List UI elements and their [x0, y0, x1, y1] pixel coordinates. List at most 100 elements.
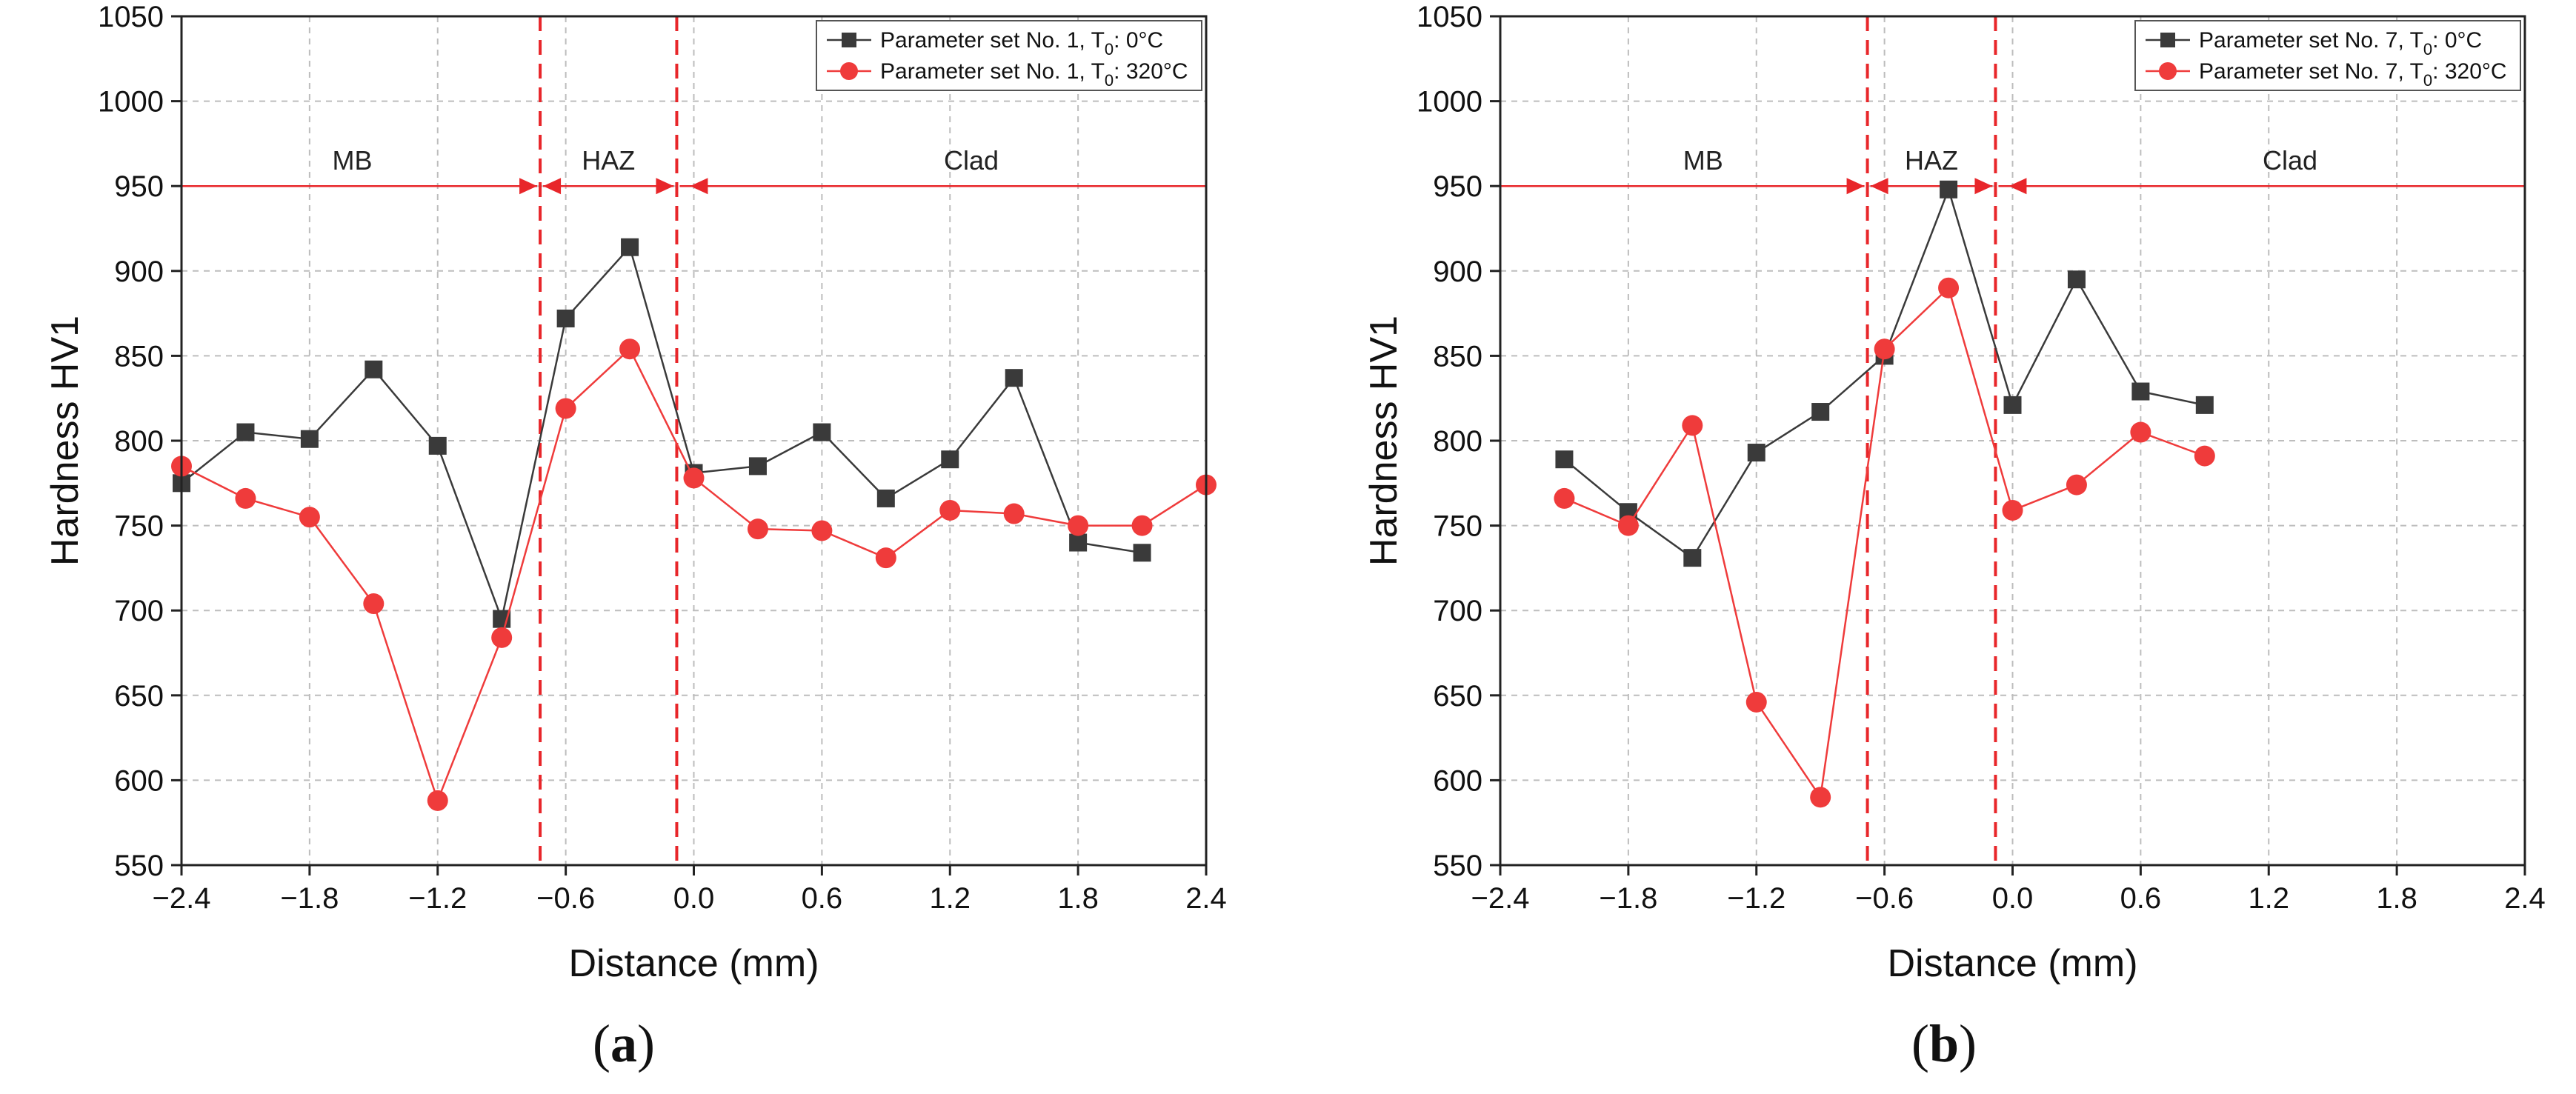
data-point-circle — [683, 467, 705, 489]
y-tick-label: 950 — [1433, 170, 1482, 203]
zone-label-mb: MB — [333, 145, 373, 176]
data-point-circle — [1682, 415, 1703, 436]
y-tick-label: 1050 — [1417, 1, 1482, 33]
data-point-circle — [1068, 515, 1089, 536]
y-tick-label: 850 — [1433, 340, 1482, 373]
data-point-circle — [1810, 787, 1831, 808]
data-point-square — [300, 430, 319, 448]
y-tick-label: 650 — [1433, 680, 1482, 713]
panel-label-a: (a) — [593, 1014, 655, 1073]
data-point-square — [236, 423, 255, 441]
data-point-square — [556, 309, 575, 327]
data-point-square — [1811, 403, 1830, 421]
data-point-square — [748, 457, 767, 476]
x-tick-label: −1.8 — [1599, 882, 1657, 915]
x-axis-title: Distance (mm) — [1887, 942, 2137, 985]
y-tick-label: 1050 — [98, 1, 164, 33]
data-point-circle — [875, 547, 896, 569]
data-point-square — [813, 423, 831, 441]
zone-arrow — [2008, 178, 2027, 195]
data-point-circle — [235, 487, 256, 509]
y-tick-label: 600 — [1433, 764, 1482, 797]
data-point-circle — [2066, 474, 2087, 496]
data-point-circle — [363, 593, 385, 615]
y-tick-label: 900 — [114, 256, 164, 288]
data-point-square — [2067, 270, 2086, 289]
x-tick-label: −0.6 — [1855, 882, 1914, 915]
zone-arrow — [1974, 178, 1993, 195]
data-point-circle — [299, 507, 320, 528]
zone-label-clad: Clad — [2263, 145, 2317, 176]
x-tick-label: 2.4 — [2504, 882, 2546, 915]
x-tick-label: 0.6 — [802, 882, 843, 915]
x-tick-label: −1.2 — [408, 882, 467, 915]
y-tick-label: 800 — [1433, 425, 1482, 458]
panel-label-b: (b) — [1911, 1014, 1977, 1073]
data-point-square — [1133, 544, 1151, 562]
x-tick-label: −1.8 — [280, 882, 339, 915]
y-tick-label: 700 — [114, 595, 164, 627]
data-point-square — [1069, 533, 1088, 552]
x-tick-label: 1.2 — [2248, 882, 2289, 915]
x-tick-label: 0.0 — [1992, 882, 2034, 915]
data-point-circle — [427, 790, 448, 811]
data-point-circle — [491, 627, 513, 648]
x-tick-label: −0.6 — [536, 882, 595, 915]
data-point-circle — [747, 518, 768, 540]
zone-arrow — [1846, 178, 1865, 195]
x-tick-label: 2.4 — [1185, 882, 1227, 915]
y-axis-title: Hardness HV1 — [44, 316, 87, 566]
data-point-circle — [2002, 499, 2023, 521]
zone-label-haz: HAZ — [582, 145, 635, 176]
y-tick-label: 850 — [114, 340, 164, 373]
data-point-circle — [1938, 277, 1960, 298]
y-tick-label: 600 — [114, 764, 164, 797]
data-point-square — [1747, 444, 1765, 462]
data-point-circle — [1617, 515, 1639, 536]
data-point-square — [2003, 396, 2022, 414]
zone-label-clad: Clad — [944, 145, 999, 176]
x-tick-label: −2.4 — [1471, 882, 1530, 915]
zone-arrow — [1870, 178, 1888, 195]
y-tick-label: 650 — [114, 680, 164, 713]
legend-marker-circle — [2159, 62, 2177, 80]
data-point-square — [2195, 396, 2214, 414]
data-point-square — [1683, 549, 1702, 567]
data-point-circle — [2130, 421, 2151, 443]
data-point-square — [1005, 369, 1023, 387]
legend-marker-square — [2160, 33, 2175, 47]
data-point-circle — [1554, 487, 1575, 509]
x-tick-label: 1.8 — [1057, 882, 1099, 915]
chart-panel-b: MB HAZ Clad −2.4 −1.8 −1.2 −0.6 0.0 0.6 1.2 1.8 2.4… — [1362, 1, 2546, 985]
x-tick-label: −1.2 — [1727, 882, 1785, 915]
data-point-circle — [811, 520, 833, 541]
data-point-square — [941, 450, 959, 469]
data-point-circle — [1745, 691, 1767, 713]
zone-arrow — [656, 178, 674, 195]
data-point-square — [428, 436, 447, 455]
zone-arrow — [519, 178, 538, 195]
zone-arrow — [690, 178, 708, 195]
y-tick-label: 750 — [114, 510, 164, 543]
zone-label-haz: HAZ — [1905, 145, 1958, 176]
data-point-circle — [1874, 338, 1895, 360]
y-tick-label: 700 — [1433, 595, 1482, 627]
chart-panel-a: MB HAZ Clad −2.4 −1.8 −1.2 −0.6 0.0 0.6 1.2 1.8 2.4… — [44, 1, 1227, 985]
data-point-circle — [555, 398, 576, 419]
legend-marker-circle — [840, 62, 858, 80]
data-point-square — [1940, 180, 1958, 199]
data-point-circle — [2194, 445, 2215, 467]
x-tick-label: 0.0 — [673, 882, 715, 915]
y-tick-label: 800 — [114, 425, 164, 458]
x-axis-title: Distance (mm) — [568, 942, 819, 985]
legend-marker-square — [842, 33, 856, 47]
data-point-square — [365, 360, 383, 378]
x-tick-label: −2.4 — [153, 882, 211, 915]
legend-box — [816, 20, 1202, 91]
data-point-square — [621, 238, 639, 256]
y-tick-label: 550 — [114, 850, 164, 882]
data-point-circle — [619, 338, 641, 360]
x-tick-label: 1.8 — [2376, 882, 2417, 915]
